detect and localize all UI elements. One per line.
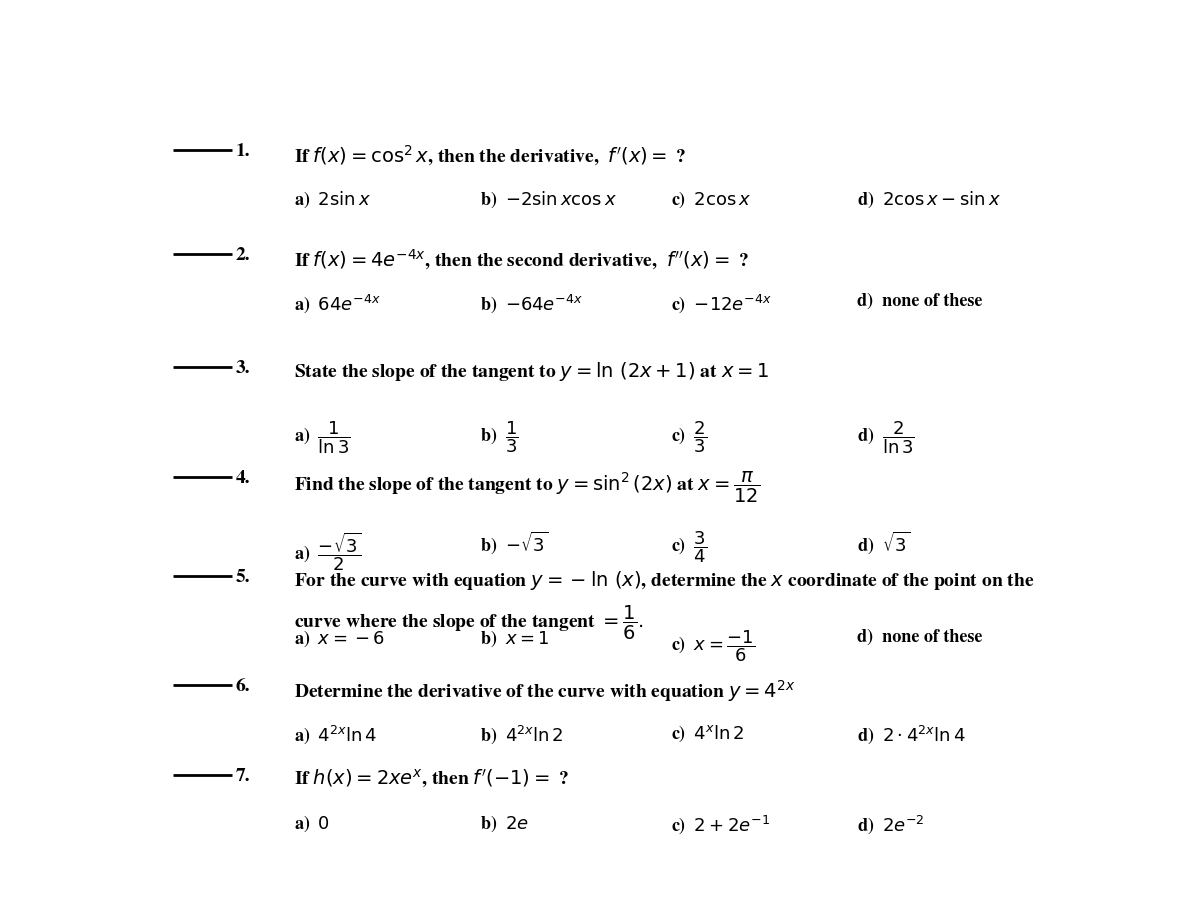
Text: d)  $2\cos x - \sin x$: d) $2\cos x - \sin x$ xyxy=(857,189,1001,209)
Text: a)  $64e^{-4x}$: a) $64e^{-4x}$ xyxy=(294,292,382,315)
Text: c)  $2\cos x$: c) $2\cos x$ xyxy=(671,189,751,209)
Text: b)  $x = 1$: b) $x = 1$ xyxy=(480,628,550,649)
Text: d)  $2e^{-2}$: d) $2e^{-2}$ xyxy=(857,813,924,836)
Text: 6.: 6. xyxy=(235,677,250,695)
Text: For the curve with equation $y = -\ln\,(x)$, determine the $x$ coordinate of the: For the curve with equation $y = -\ln\,(… xyxy=(294,569,1034,642)
Text: If $f(x) = \cos^2x$, then the derivative,  $f'(x) = $ ?: If $f(x) = \cos^2x$, then the derivative… xyxy=(294,143,686,168)
Text: d)  $2 \cdot 4^{2x}\ln 4$: d) $2 \cdot 4^{2x}\ln 4$ xyxy=(857,723,965,746)
Text: d)  $\sqrt{3}$: d) $\sqrt{3}$ xyxy=(857,530,911,557)
Text: 1.: 1. xyxy=(235,143,250,161)
Text: 2.: 2. xyxy=(235,247,250,264)
Text: b)  $-64e^{-4x}$: b) $-64e^{-4x}$ xyxy=(480,292,583,315)
Text: a)  $4^{2x}\ln 4$: a) $4^{2x}\ln 4$ xyxy=(294,723,378,746)
Text: a)  $0$: a) $0$ xyxy=(294,813,330,834)
Text: c)  $4^x\ln 2$: c) $4^x\ln 2$ xyxy=(671,723,744,744)
Text: 3.: 3. xyxy=(235,359,250,377)
Text: d)  none of these: d) none of these xyxy=(857,628,982,645)
Text: Find the slope of the tangent to $y = \sin^2(2x)$ at $x = \dfrac{\pi}{12}$: Find the slope of the tangent to $y = \s… xyxy=(294,470,761,505)
Text: 5.: 5. xyxy=(235,569,250,586)
Text: a)  $\dfrac{-\sqrt{3}}{2}$: a) $\dfrac{-\sqrt{3}}{2}$ xyxy=(294,530,361,572)
Text: b)  $4^{2x}\ln 2$: b) $4^{2x}\ln 2$ xyxy=(480,723,564,746)
Text: c)  $\dfrac{3}{4}$: c) $\dfrac{3}{4}$ xyxy=(671,530,707,566)
Text: c)  $x = \dfrac{-1}{6}$: c) $x = \dfrac{-1}{6}$ xyxy=(671,628,755,664)
Text: b)  $2e$: b) $2e$ xyxy=(480,813,529,834)
Text: State the slope of the tangent to $y = \ln\,(2x + 1)$ at $x = 1$: State the slope of the tangent to $y = \… xyxy=(294,359,769,383)
Text: b)  $-\sqrt{3}$: b) $-\sqrt{3}$ xyxy=(480,530,548,557)
Text: 7.: 7. xyxy=(235,768,250,785)
Text: Determine the derivative of the curve with equation $y = 4^{2x}$: Determine the derivative of the curve wi… xyxy=(294,677,796,704)
Text: If $f(x) = 4e^{-4x}$, then the second derivative,  $f''(x) = $ ?: If $f(x) = 4e^{-4x}$, then the second de… xyxy=(294,247,749,271)
Text: c)  $-12e^{-4x}$: c) $-12e^{-4x}$ xyxy=(671,292,772,315)
Text: c)  $\dfrac{2}{3}$: c) $\dfrac{2}{3}$ xyxy=(671,420,707,455)
Text: 4.: 4. xyxy=(235,470,250,487)
Text: a)  $x = -6$: a) $x = -6$ xyxy=(294,628,385,649)
Text: c)  $2 + 2e^{-1}$: c) $2 + 2e^{-1}$ xyxy=(671,813,770,836)
Text: If $h(x) = 2xe^x$, then $f'(-1) = $ ?: If $h(x) = 2xe^x$, then $f'(-1) = $ ? xyxy=(294,768,569,791)
Text: a)  $\dfrac{1}{\ln 3}$: a) $\dfrac{1}{\ln 3}$ xyxy=(294,420,350,456)
Text: b)  $\dfrac{1}{3}$: b) $\dfrac{1}{3}$ xyxy=(480,420,518,455)
Text: d)  $\dfrac{2}{\ln 3}$: d) $\dfrac{2}{\ln 3}$ xyxy=(857,420,914,456)
Text: d)  none of these: d) none of these xyxy=(857,292,982,310)
Text: b)  $-2\sin x\cos x$: b) $-2\sin x\cos x$ xyxy=(480,189,617,209)
Text: a)  $2\sin x$: a) $2\sin x$ xyxy=(294,189,371,209)
